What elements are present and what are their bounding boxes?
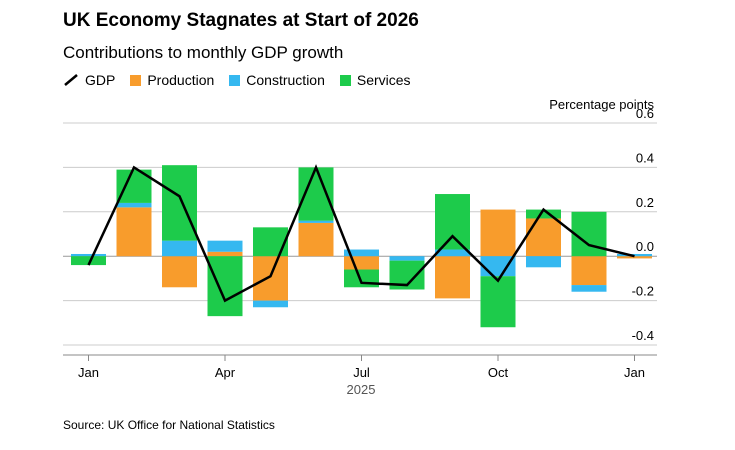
bar-group — [71, 165, 652, 328]
legend-swatch-construction — [229, 74, 241, 86]
bar-construction — [389, 256, 425, 261]
legend-item-services: Services — [339, 72, 411, 88]
bar-services — [435, 194, 470, 250]
y-tick-label: -0.4 — [632, 328, 654, 343]
legend-label-gdp: GDP — [85, 72, 116, 88]
x-tick-label: Jul — [353, 365, 370, 380]
bar-services — [207, 256, 243, 317]
bar-construction — [526, 256, 561, 268]
bar-construction — [253, 300, 288, 308]
legend-gdp-line-icon — [64, 74, 78, 86]
bar-construction — [207, 240, 243, 252]
bar-production — [253, 256, 288, 301]
chart-title: UK Economy Stagnates at Start of 2026 — [63, 10, 419, 31]
bar-production — [162, 256, 197, 288]
bar-construction — [162, 240, 197, 257]
bar-construction — [71, 253, 106, 257]
legend-swatch-production — [130, 74, 142, 86]
bar-services — [253, 227, 288, 257]
legend-item-construction: Construction — [229, 72, 325, 88]
y-axis-label: Percentage points — [549, 97, 654, 112]
legend-item-gdp: GDP — [63, 72, 115, 88]
gdp-line — [87, 164, 635, 303]
source-note: Source: UK Office for National Statistic… — [63, 418, 275, 432]
bar-services — [71, 256, 106, 266]
y-tick-label: 0.6 — [636, 106, 654, 121]
bar-production — [480, 209, 516, 257]
legend-label-construction: Construction — [246, 72, 325, 88]
bar-construction — [435, 249, 470, 257]
year-label: 2025 — [347, 382, 376, 397]
bar-production — [617, 256, 652, 259]
x-tick-label: Jan — [624, 365, 645, 380]
bar-services — [480, 276, 516, 328]
x-tick-label: Jan — [78, 365, 99, 380]
y-tick-label: 0.2 — [636, 195, 654, 210]
legend-label-production: Production — [147, 72, 215, 88]
bar-production — [344, 256, 379, 270]
legend-item-production: Production — [130, 72, 214, 88]
bar-services — [526, 209, 561, 219]
chart-plot-area: 0.6 0.4 0.2 0.0 -0.2 -0.4 Percentage points Jan… — [63, 97, 657, 397]
bar-production — [298, 222, 334, 257]
bar-construction — [298, 220, 334, 223]
bar-production — [571, 256, 607, 286]
legend-label-services: Services — [356, 72, 411, 88]
legend-swatch-services — [339, 74, 351, 86]
x-tick-label: Oct — [488, 365, 509, 380]
axes: 0.6 0.4 0.2 0.0 -0.2 -0.4 Percentage points Jan… — [63, 97, 657, 397]
bar-production — [116, 207, 152, 257]
gridlines — [63, 122, 657, 346]
legend: GDP Production Construction Services — [63, 72, 426, 88]
bar-production — [207, 251, 243, 257]
bar-construction — [571, 285, 607, 292]
bar-production — [435, 256, 470, 299]
chart-subtitle: Contributions to monthly GDP growth — [63, 43, 344, 62]
bar-construction — [344, 249, 379, 257]
bar-services — [162, 165, 197, 241]
bar-construction — [116, 202, 152, 208]
y-tick-label: -0.2 — [632, 284, 654, 299]
y-tick-label: 0.4 — [636, 150, 654, 165]
y-tick-label: 0.0 — [636, 239, 654, 254]
gdp-line-group — [87, 164, 635, 303]
bar-production — [526, 218, 561, 257]
x-tick-label: Apr — [215, 365, 236, 380]
